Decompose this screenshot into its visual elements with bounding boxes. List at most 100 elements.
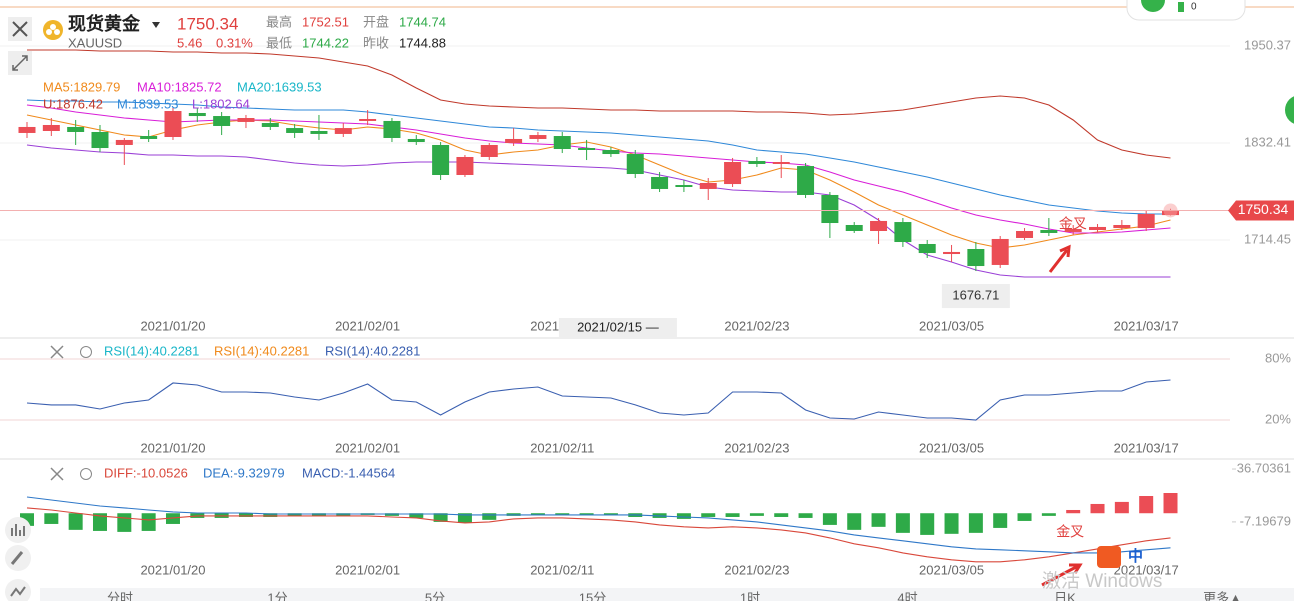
tool-button[interactable] <box>5 517 31 543</box>
candle-body <box>626 154 644 175</box>
candle-body <box>310 130 328 134</box>
x-tick-label: 2021/03/17 <box>1114 440 1179 455</box>
legend-entry: MA10:1825.72 <box>137 79 222 94</box>
macd-bar <box>725 513 740 517</box>
instrument-name: 现货黄金 <box>68 13 141 34</box>
change-percent: 0.31% <box>216 35 253 50</box>
plot-layer: 1950.37 1832.41 1714.45 2021/01/20 2021/02/0… <box>0 37 1291 577</box>
settings-icon[interactable] <box>80 468 92 480</box>
close-icon[interactable] <box>50 345 64 359</box>
legend-entry: DIFF:-10.0526 <box>104 465 188 480</box>
candle-body <box>651 176 669 189</box>
y-tick-label: 1714.45 <box>1244 231 1291 246</box>
timeframe-tab[interactable]: 更多▲ <box>1203 590 1242 601</box>
timeframe-tab[interactable]: 1时 <box>740 590 760 601</box>
candle-body <box>1064 229 1082 232</box>
macd-bar <box>482 513 497 520</box>
candle-body <box>845 224 863 231</box>
candle-body <box>91 131 109 149</box>
macd-bar <box>384 513 399 516</box>
x-tick-label: 2021/02/23 <box>724 318 789 333</box>
candle-body <box>407 138 425 143</box>
x-tick-label: 2021/02/11 <box>530 562 594 577</box>
macd-bar <box>1114 501 1129 514</box>
settings-icon[interactable] <box>80 346 92 358</box>
last-price-box <box>1228 200 1294 221</box>
x-tick-label: 2021/03/17 <box>1114 562 1179 577</box>
macd-bar <box>555 513 570 515</box>
indicator-line <box>26 104 1171 234</box>
candle-body <box>943 251 961 255</box>
macd-bar <box>993 513 1008 528</box>
candle-body <box>18 126 36 133</box>
timeframe-tab[interactable]: 分时 <box>107 590 133 601</box>
candle-body <box>553 136 571 150</box>
stat-value: 1744.22 <box>302 35 349 50</box>
badge: 0 <box>1191 2 1197 13</box>
timeframe-tab[interactable]: 1分 <box>267 590 287 601</box>
timeframe-tab[interactable]: 15分 <box>579 590 606 601</box>
x-tick-label: 2021/03/05 <box>919 318 984 333</box>
legend-entry: MA5:1829.79 <box>43 79 120 94</box>
side-button[interactable] <box>1285 95 1294 125</box>
candle-body <box>821 194 839 224</box>
candle-body <box>480 144 498 157</box>
candle-body <box>140 136 158 139</box>
macd-bar <box>701 513 716 517</box>
candle-body <box>772 162 790 164</box>
indicator-line <box>26 99 1171 215</box>
macd-bar <box>336 513 351 516</box>
macd-bar <box>44 513 59 524</box>
tool-icon <box>10 551 24 565</box>
candle-body <box>870 220 888 231</box>
legend-entry: MA20:1639.53 <box>237 79 322 94</box>
legend-entry: RSI(14):40.2281 <box>104 343 199 358</box>
macd-bar <box>676 513 691 519</box>
macd-bar <box>287 513 302 516</box>
panel-tools <box>5 345 92 601</box>
annotation: 金叉 <box>1059 216 1087 232</box>
macd-bar <box>1090 503 1105 514</box>
macd-bar <box>1017 513 1032 521</box>
macd-bar <box>895 513 910 533</box>
close-icon[interactable] <box>50 467 64 481</box>
tab-bar <box>40 588 1294 601</box>
stat-label: 最低 <box>266 35 292 50</box>
y-tick-label: -7.19679 <box>1240 513 1291 528</box>
stat-value: 1744.88 <box>399 35 446 50</box>
x-tick-label: 2021/02/01 <box>335 318 400 333</box>
dropdown-arrow[interactable] <box>152 22 160 28</box>
low-label-box <box>941 284 1010 309</box>
macd-bar <box>457 513 472 523</box>
timeframe-tab[interactable]: 日K <box>1054 590 1076 601</box>
macd-bar <box>1066 509 1081 514</box>
low-label: 1676.71 <box>952 287 999 302</box>
candle-body <box>699 182 717 189</box>
candle-body <box>432 144 450 175</box>
macd-bar <box>68 513 83 530</box>
macd-bar <box>920 513 935 535</box>
macd-bar <box>871 513 886 527</box>
last-price-glow <box>1163 203 1178 218</box>
macd-line <box>26 507 1171 563</box>
candle-body <box>505 138 523 144</box>
annotation: 金叉 <box>1056 524 1084 540</box>
candle-body <box>213 116 231 126</box>
candle-body <box>359 118 377 121</box>
x-tick-label: 2021/01/20 <box>140 562 205 577</box>
timeframe-tab[interactable]: 5分 <box>425 590 445 601</box>
candle-body <box>383 120 401 138</box>
timeframe-tab[interactable]: 4时 <box>897 590 917 601</box>
candle-body <box>1040 230 1058 233</box>
candle-body <box>237 118 255 122</box>
macd-bar <box>1163 492 1178 514</box>
symbol: XAUUSD <box>68 35 122 50</box>
x-tick-label: 2021/02/01 <box>335 562 400 577</box>
stat-value: 1752.51 <box>302 14 349 29</box>
candle-body <box>115 139 133 145</box>
x-tick-label: 2021/03/05 <box>919 562 984 577</box>
candle-body <box>456 156 474 175</box>
stat-label: 开盘 <box>363 14 389 29</box>
candle-body <box>748 161 766 164</box>
